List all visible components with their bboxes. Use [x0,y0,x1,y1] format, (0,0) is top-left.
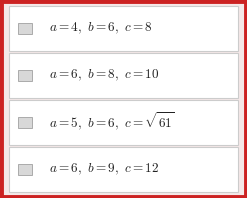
FancyBboxPatch shape [9,53,238,98]
Text: $a = 6,\ b = 8,\ c = 10$: $a = 6,\ b = 8,\ c = 10$ [49,68,159,83]
FancyBboxPatch shape [18,117,32,128]
FancyBboxPatch shape [9,147,238,192]
FancyBboxPatch shape [18,70,32,81]
Text: $a = 5,\ b = 6,\ c = \sqrt{61}$: $a = 5,\ b = 6,\ c = \sqrt{61}$ [49,111,175,133]
Text: $a = 4,\ b = 6,\ c = 8$: $a = 4,\ b = 6,\ c = 8$ [49,21,153,36]
FancyBboxPatch shape [18,164,32,175]
FancyBboxPatch shape [18,23,32,34]
FancyBboxPatch shape [9,6,238,51]
FancyBboxPatch shape [9,100,238,145]
Text: $a = 6,\ b = 9,\ c = 12$: $a = 6,\ b = 9,\ c = 12$ [49,162,159,177]
